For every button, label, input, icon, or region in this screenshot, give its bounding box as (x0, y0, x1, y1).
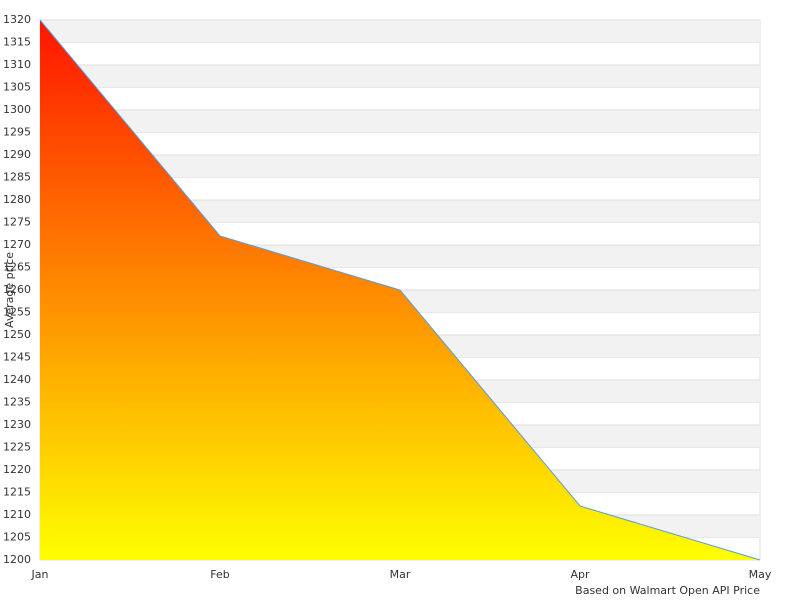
y-tick-label: 1310 (3, 58, 31, 71)
y-tick-label: 1315 (3, 36, 31, 49)
grid-band (40, 110, 760, 133)
y-tick-label: 1225 (3, 441, 31, 454)
y-tick-label: 1230 (3, 418, 31, 431)
grid-band (40, 200, 760, 223)
y-tick-label: 1270 (3, 238, 31, 251)
y-tick-label: 1245 (3, 351, 31, 364)
y-tick-label: 1250 (3, 328, 31, 341)
x-tick-label: Apr (570, 568, 590, 581)
y-tick-label: 1215 (3, 486, 31, 499)
y-tick-label: 1235 (3, 396, 31, 409)
y-tick-label: 1275 (3, 216, 31, 229)
y-tick-label: 1305 (3, 81, 31, 94)
x-tick-label: Mar (390, 568, 411, 581)
y-tick-label: 1240 (3, 373, 31, 386)
source-note: Based on Walmart Open API Price (575, 584, 760, 597)
area-line (39, 19, 761, 561)
grid-band (40, 20, 760, 43)
y-tick-label: 1285 (3, 171, 31, 184)
y-tick-label: 1205 (3, 531, 31, 544)
y-tick-label: 1290 (3, 148, 31, 161)
y-tick-label: 1255 (3, 306, 31, 319)
y-axis-label: Average price (3, 252, 16, 328)
x-tick-label: Feb (210, 568, 229, 581)
y-tick-label: 1200 (3, 553, 31, 566)
y-tick-label: 1260 (3, 283, 31, 296)
y-tick-label: 1265 (3, 261, 31, 274)
y-tick-label: 1210 (3, 508, 31, 521)
y-tick-label: 1220 (3, 463, 31, 476)
y-tick-label: 1320 (3, 13, 31, 26)
grid-band (40, 155, 760, 178)
y-tick-label: 1300 (3, 103, 31, 116)
y-tick-label: 1280 (3, 193, 31, 206)
grid-band (40, 65, 760, 88)
x-tick-label: May (749, 568, 772, 581)
y-tick-label: 1295 (3, 126, 31, 139)
x-tick-label: Jan (31, 568, 49, 581)
